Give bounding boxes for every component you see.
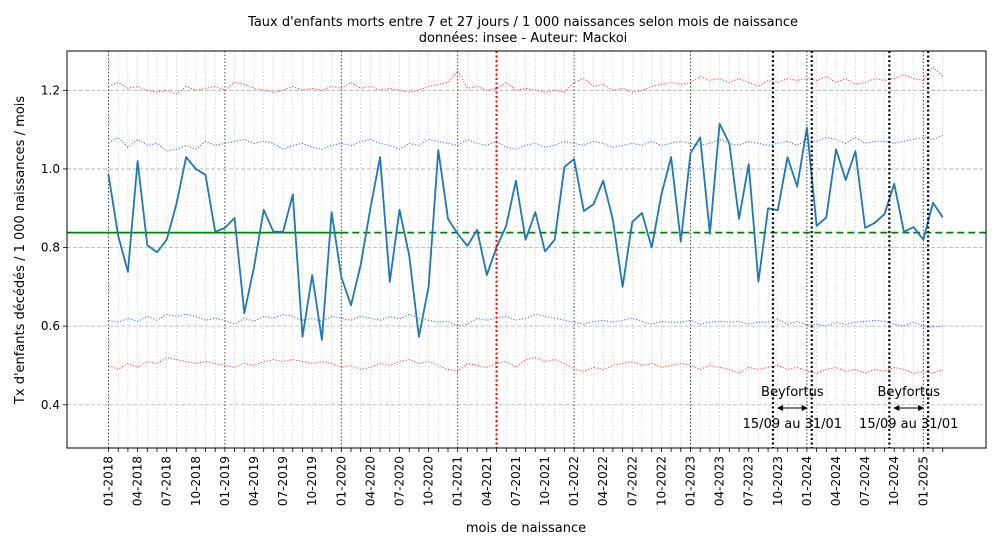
x-tick-label: 01-2019: [218, 456, 232, 506]
x-tick-label: 01-2020: [334, 456, 348, 506]
x-tick-label: 10-2024: [887, 456, 901, 506]
annotation-arrowhead-right: [801, 405, 808, 411]
y-tick-label: 1.2: [41, 83, 60, 97]
x-tick-label: 04-2023: [713, 456, 727, 506]
annotation-sublabel: 15/09 au 31/01: [743, 417, 842, 432]
annotation-arrowhead-left: [776, 405, 783, 411]
chart-title: Taux d'enfants morts entre 7 et 27 jours…: [247, 15, 798, 30]
x-tick-label: 04-2020: [363, 456, 377, 506]
annotation-arrowhead-left: [893, 405, 900, 411]
x-tick-label: 04-2018: [131, 456, 145, 506]
x-tick-label: 01-2021: [451, 456, 465, 506]
y-tick-label: 0.8: [41, 241, 60, 255]
x-tick-label: 01-2022: [567, 456, 581, 506]
x-tick-label: 01-2024: [800, 456, 814, 506]
x-tick-label: 04-2024: [829, 456, 843, 506]
x-tick-label: 10-2022: [654, 456, 668, 506]
annotation-arrowhead-right: [918, 405, 925, 411]
y-tick-label: 0.4: [41, 398, 60, 412]
x-tick-label: 10-2019: [305, 456, 319, 506]
y-tick-label: 1.0: [41, 162, 60, 176]
annotation-sublabel: 15/09 au 31/01: [859, 417, 958, 432]
x-tick-label: 10-2020: [422, 456, 436, 506]
plot-frame: [66, 50, 987, 449]
x-tick-label: 04-2022: [596, 456, 610, 506]
x-tick-label: 07-2020: [393, 456, 407, 506]
x-tick-label: 07-2022: [625, 456, 639, 506]
annotation-label: Beyfortus: [761, 385, 824, 400]
x-tick-label: 01-2018: [102, 456, 116, 506]
x-tick-label: 10-2023: [771, 456, 785, 506]
plot-area: 0.4 0.6 0.8 1.0 1.2 01-2018 04-2018 07-2018 10-2…: [41, 50, 987, 506]
x-tick-label: 10-2018: [189, 456, 203, 506]
x-tick-label: 07-2019: [276, 456, 290, 506]
x-axis-label: mois de naissance: [466, 521, 586, 536]
x-tick-label: 04-2019: [247, 456, 261, 506]
x-tick-label: 04-2021: [480, 456, 494, 506]
x-tick-label: 01-2023: [684, 456, 698, 506]
chart-subtitle: données: insee - Auteur: Mackoi: [419, 31, 628, 46]
x-tick-label: 07-2018: [160, 456, 174, 506]
annotation-label: Beyfortus: [877, 385, 940, 400]
x-tick-label: 07-2021: [509, 456, 523, 506]
y-tick-label: 0.6: [41, 319, 60, 333]
x-tick-label: 01-2025: [916, 456, 930, 506]
lower-inner-band: [108, 313, 943, 328]
y-axis-label: Tx d'enfants décédés / 1 000 naissances …: [13, 96, 28, 405]
main-series-line: [107, 122, 944, 341]
x-tick-label: 07-2024: [858, 456, 872, 506]
x-tick-label: 07-2023: [742, 456, 756, 506]
x-tick-label: 10-2021: [538, 456, 552, 506]
lower-outer-band: [108, 357, 943, 374]
